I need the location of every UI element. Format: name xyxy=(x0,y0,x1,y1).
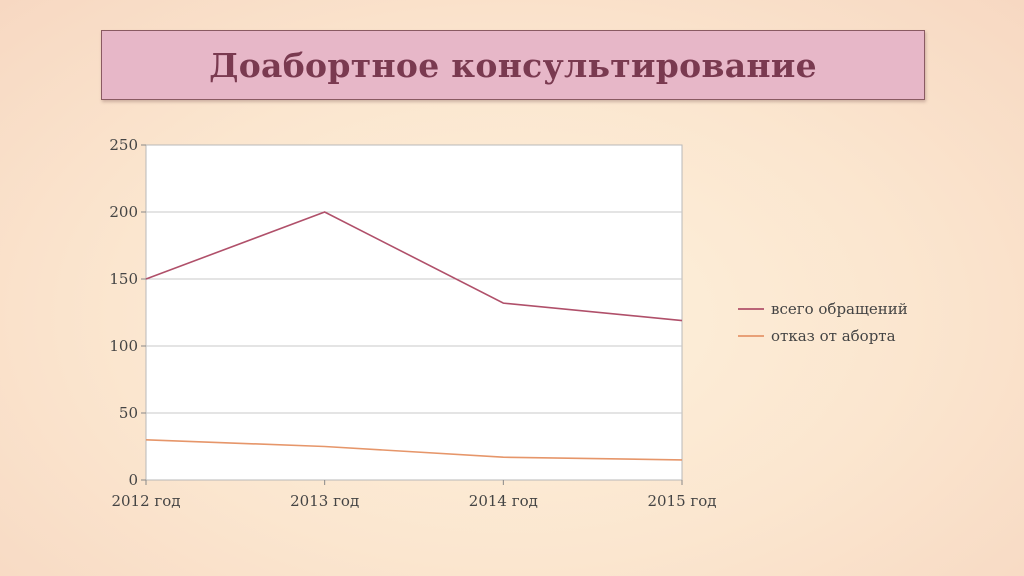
y-tick-label: 100 xyxy=(109,337,138,355)
x-tick-label: 2014 год xyxy=(469,492,538,510)
legend-label: всего обращений xyxy=(771,300,908,318)
x-tick-label: 2012 год xyxy=(111,492,180,510)
legend-label: отказ от аборта xyxy=(771,327,896,345)
y-tick-label: 200 xyxy=(109,203,138,221)
x-tick-label: 2015 год xyxy=(647,492,716,510)
legend: всего обращений отказ от аборта xyxy=(738,300,908,345)
x-tick-label: 2013 год xyxy=(290,492,359,510)
series-lines xyxy=(145,211,683,461)
y-tick-label: 50 xyxy=(119,404,138,422)
series-line xyxy=(145,439,683,461)
y-tick-label: 250 xyxy=(109,136,138,154)
x-axis-ticks: 2012 год 2013 год 2014 год 2015 год xyxy=(111,480,717,510)
y-axis-ticks: 0 50 100 150 200 250 xyxy=(109,136,146,489)
y-tick-label: 150 xyxy=(109,270,138,288)
y-tick-label: 0 xyxy=(128,471,138,489)
slide-title: Доабортное консультирование xyxy=(209,45,817,85)
series-line xyxy=(145,211,683,322)
slide-title-box: Доабортное консультирование xyxy=(101,30,925,100)
gridlines xyxy=(146,211,682,414)
